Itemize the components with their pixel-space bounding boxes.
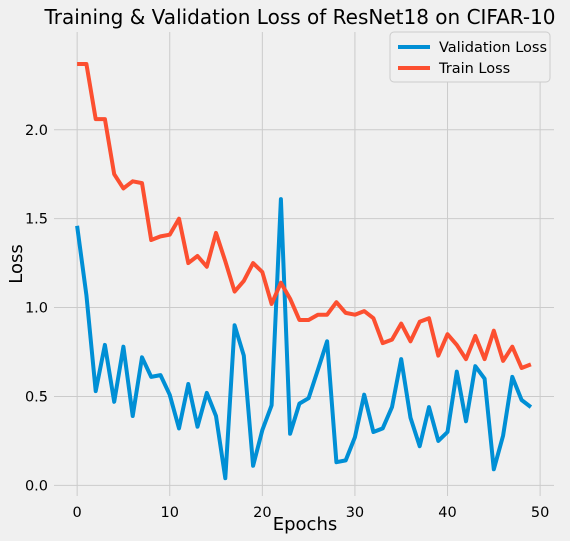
y-tick-label: 1.0 xyxy=(25,301,48,317)
x-tick-label: 0 xyxy=(73,505,82,521)
train-loss-line xyxy=(77,62,532,370)
x-tick-label: 40 xyxy=(438,505,456,521)
series-lines xyxy=(75,62,533,481)
y-tick-label: 0.5 xyxy=(25,389,48,405)
legend: Validation Loss Train Loss xyxy=(389,31,551,83)
legend-label-train: Train Loss xyxy=(438,61,510,77)
y-axis-label: Loss xyxy=(6,244,27,283)
grid xyxy=(54,32,554,496)
validation-loss-line xyxy=(75,197,533,481)
x-tick-label: 20 xyxy=(253,505,271,521)
tick-labels: 0 10 20 30 40 50 0.0 0.5 1.0 1.5 2.0 xyxy=(25,123,549,521)
chart-title: Training & Validation Loss of ResNet18 o… xyxy=(43,5,555,29)
y-tick-label: 2.0 xyxy=(25,123,48,139)
legend-label-validation: Validation Loss xyxy=(439,40,547,56)
x-axis-label: Epochs xyxy=(273,514,338,535)
y-tick-label: 0.0 xyxy=(25,478,48,494)
x-tick-label: 10 xyxy=(161,505,179,521)
x-tick-label: 50 xyxy=(531,505,549,521)
y-tick-label: 1.5 xyxy=(25,212,48,228)
x-tick-label: 30 xyxy=(346,505,364,521)
